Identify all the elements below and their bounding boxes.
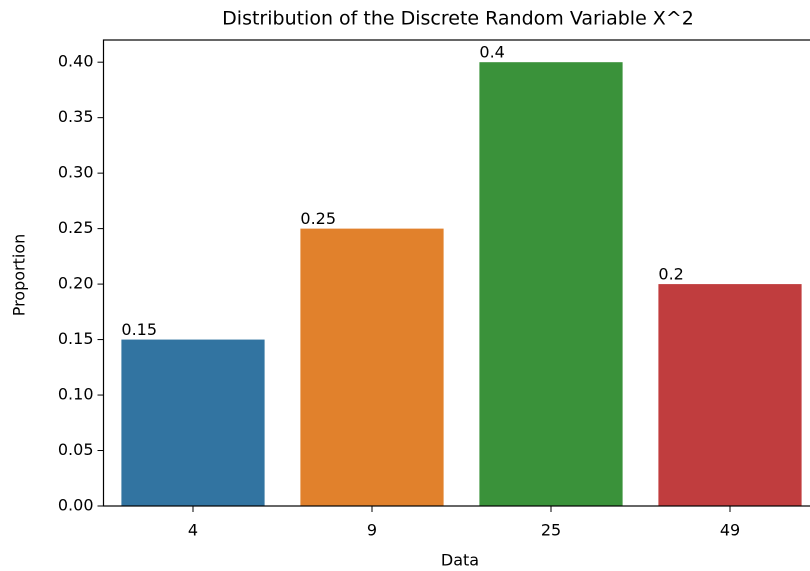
axes-frame xyxy=(102,39,810,507)
x-tick-label: 25 xyxy=(541,521,561,540)
y-tick-label: 0.00 xyxy=(58,496,94,515)
x-tick-label: 9 xyxy=(367,521,377,540)
y-tick-label: 0.15 xyxy=(58,329,94,348)
data-label: 0.4 xyxy=(479,43,504,62)
y-tick-label: 0.25 xyxy=(58,218,94,237)
data-label: 0.25 xyxy=(300,209,336,228)
y-tick-label: 0.05 xyxy=(58,440,94,459)
y-tick-label: 0.30 xyxy=(58,163,94,182)
data-label: 0.15 xyxy=(121,320,157,339)
x-axis-label: Data xyxy=(441,551,479,570)
x-tick-label: 4 xyxy=(188,521,198,540)
chart-title: Distribution of the Discrete Random Vari… xyxy=(222,8,694,30)
y-axis-label: Proportion xyxy=(10,234,29,317)
bar xyxy=(121,339,265,506)
x-tick-label: 49 xyxy=(720,521,740,540)
y-tick-label: 0.35 xyxy=(58,107,94,126)
y-tick-label: 0.10 xyxy=(58,385,94,404)
bar xyxy=(658,284,802,506)
bar xyxy=(300,228,444,506)
data-label: 0.2 xyxy=(658,265,683,284)
y-tick-label: 0.20 xyxy=(58,274,94,293)
y-tick-label: 0.40 xyxy=(58,52,94,71)
bar xyxy=(479,62,623,506)
